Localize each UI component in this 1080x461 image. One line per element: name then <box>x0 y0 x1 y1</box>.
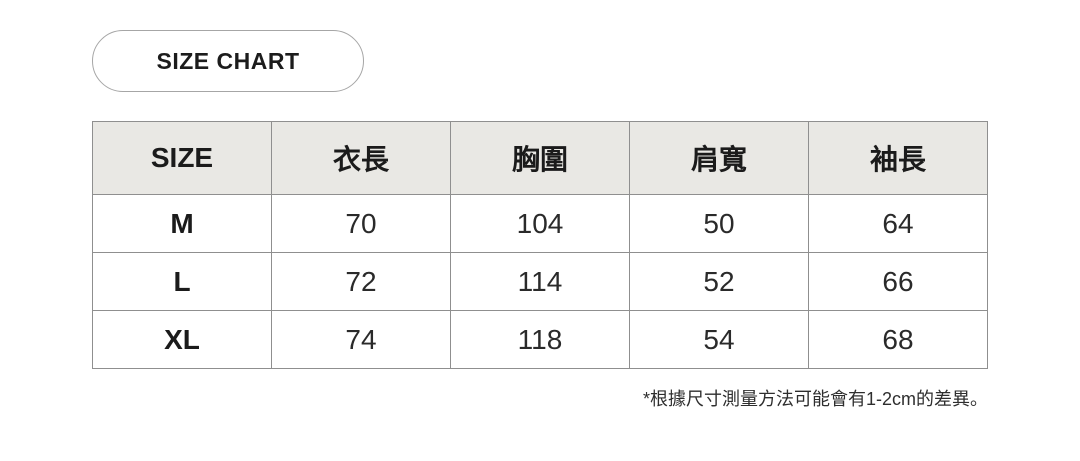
cell-garment-length: 72 <box>271 252 451 311</box>
col-header-size: SIZE <box>92 121 272 195</box>
measurement-disclaimer: *根據尺寸測量方法可能會有1-2cm的差異。 <box>642 389 988 409</box>
cell-shoulder: 54 <box>629 310 809 369</box>
col-header-chest: 胸圍 <box>450 121 630 195</box>
row-size-label: L <box>92 252 272 311</box>
cell-sleeve: 68 <box>808 310 988 369</box>
size-chart-page: SIZE CHART SIZE 衣長 胸圍 肩寬 袖長 M 70 104 50 … <box>92 30 988 409</box>
cell-chest: 118 <box>450 310 630 369</box>
cell-sleeve: 66 <box>808 252 988 311</box>
size-chart-badge-label: SIZE CHART <box>156 47 300 74</box>
size-chart-badge: SIZE CHART <box>92 30 364 92</box>
col-header-shoulder: 肩寬 <box>629 121 809 195</box>
size-table-header-row: SIZE 衣長 胸圍 肩寬 袖長 <box>92 121 988 195</box>
cell-shoulder: 50 <box>629 194 809 253</box>
cell-garment-length: 74 <box>271 310 451 369</box>
cell-chest: 104 <box>450 194 630 253</box>
cell-sleeve: 64 <box>808 194 988 253</box>
cell-shoulder: 52 <box>629 252 809 311</box>
table-row-l: L 72 114 52 66 <box>92 252 988 311</box>
row-size-label: XL <box>92 310 272 369</box>
cell-chest: 114 <box>450 252 630 311</box>
col-header-sleeve: 袖長 <box>808 121 988 195</box>
size-table: SIZE 衣長 胸圍 肩寬 袖長 M 70 104 50 64 L 72 114… <box>92 121 988 369</box>
table-row-xl: XL 74 118 54 68 <box>92 310 988 369</box>
row-size-label: M <box>92 194 272 253</box>
table-row-m: M 70 104 50 64 <box>92 194 988 253</box>
col-header-garment-length: 衣長 <box>271 121 451 195</box>
cell-garment-length: 70 <box>271 194 451 253</box>
